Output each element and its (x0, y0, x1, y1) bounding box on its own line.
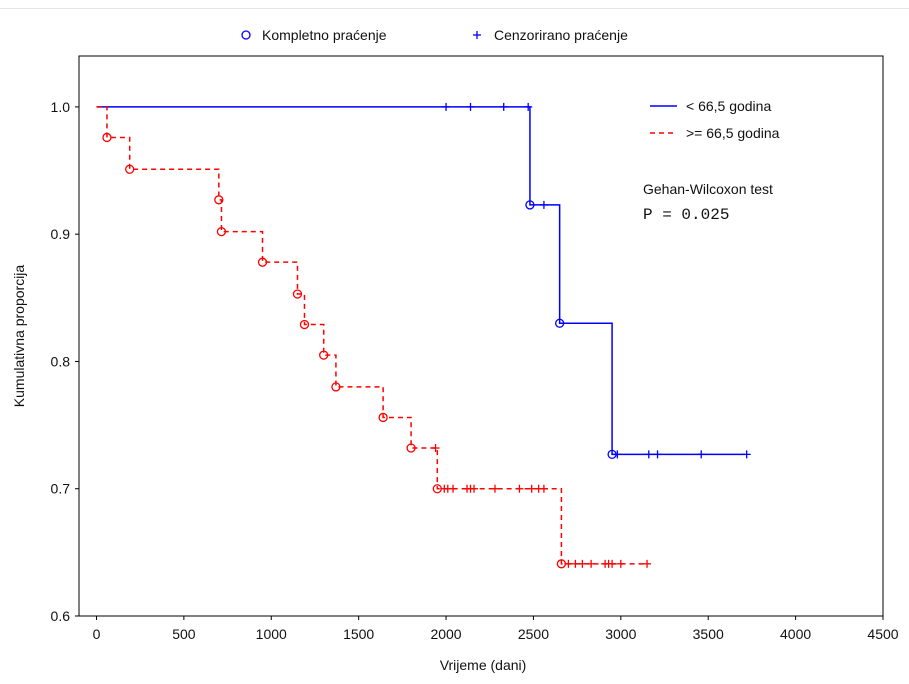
x-axis: 0 500 1000 1500 2000 2500 3000 3500 4000 4500 (93, 616, 899, 642)
event-marker (378, 412, 388, 423)
complete-marker-icon (241, 30, 251, 40)
event-marker (299, 319, 310, 330)
legend-censored-label: Cenzorirano praćenje (494, 27, 628, 43)
censored-marker (697, 450, 706, 459)
series-young (96, 102, 751, 460)
censored-marker (608, 559, 617, 568)
x-tick-label: 3500 (693, 626, 724, 642)
censored-marker-icon (473, 31, 481, 39)
censored-marker (613, 450, 622, 459)
y-tick-label: 0.6 (51, 608, 71, 624)
y-axis: 0.6 0.7 0.8 0.9 1.0 (51, 99, 79, 624)
censored-marker (490, 484, 499, 493)
censored-marker (466, 102, 475, 111)
censored-marker (571, 559, 580, 568)
series-old (96, 106, 652, 569)
event-marker (102, 132, 112, 143)
x-tick-label: 1500 (343, 626, 374, 642)
censored-marker (470, 484, 479, 493)
censored-marker (527, 484, 536, 493)
x-tick-label: 4500 (867, 626, 898, 642)
x-tick-label: 1000 (256, 626, 287, 642)
legend-series-old: >= 66,5 godina (686, 125, 780, 141)
x-tick-label: 2000 (430, 626, 461, 642)
top-divider (0, 8, 909, 9)
event-marker (319, 350, 329, 360)
event-marker (331, 382, 341, 392)
censored-marker (653, 450, 662, 459)
censored-marker (539, 200, 548, 209)
censored-marker (644, 450, 653, 459)
event-marker (406, 443, 416, 453)
event-marker (525, 200, 535, 210)
event-marker (214, 195, 224, 205)
test-name: Gehan-Wilcoxon test (643, 181, 773, 197)
censored-marker (643, 559, 652, 568)
y-tick-label: 0.8 (51, 353, 71, 369)
legend-series-young: < 66,5 godina (686, 98, 771, 114)
censored-marker (524, 102, 533, 111)
x-tick-label: 500 (172, 626, 196, 642)
y-tick-label: 0.7 (51, 481, 71, 497)
survival-line-old (96, 106, 646, 565)
censored-marker (449, 484, 458, 493)
event-marker (257, 257, 268, 267)
series-legend: < 66,5 godina >= 66,5 godina (650, 98, 780, 141)
censored-marker (564, 559, 573, 568)
x-tick-label: 2500 (518, 626, 549, 642)
event-marker (555, 318, 565, 328)
x-tick-label: 4000 (780, 626, 811, 642)
x-tick-label: 3000 (605, 626, 636, 642)
event-marker (125, 164, 135, 174)
legend-complete-label: Kompletno praćenje (262, 27, 387, 43)
plot-frame (78, 55, 884, 617)
marker-legend: Kompletno praćenje Cenzorirano praćenje (241, 27, 628, 43)
censored-marker (539, 484, 548, 493)
survival-line-young (96, 106, 745, 456)
p-value: P = 0.025 (643, 206, 729, 224)
x-tick-label: 0 (93, 626, 101, 642)
x-axis-label: Vrijeme (dani) (440, 657, 527, 673)
y-tick-label: 1.0 (51, 99, 71, 115)
y-tick-label: 0.9 (51, 226, 71, 242)
y-axis-label: Kumulativna proporcija (11, 265, 27, 408)
censored-marker (442, 102, 451, 111)
censored-marker (515, 484, 524, 493)
censored-marker (431, 444, 440, 452)
event-marker (292, 289, 303, 299)
censored-marker (587, 559, 596, 568)
series-layer (96, 102, 751, 569)
censored-marker (578, 559, 587, 568)
censored-marker (499, 102, 508, 111)
censored-marker (742, 450, 751, 459)
censored-marker (616, 559, 625, 568)
event-marker (216, 226, 227, 237)
